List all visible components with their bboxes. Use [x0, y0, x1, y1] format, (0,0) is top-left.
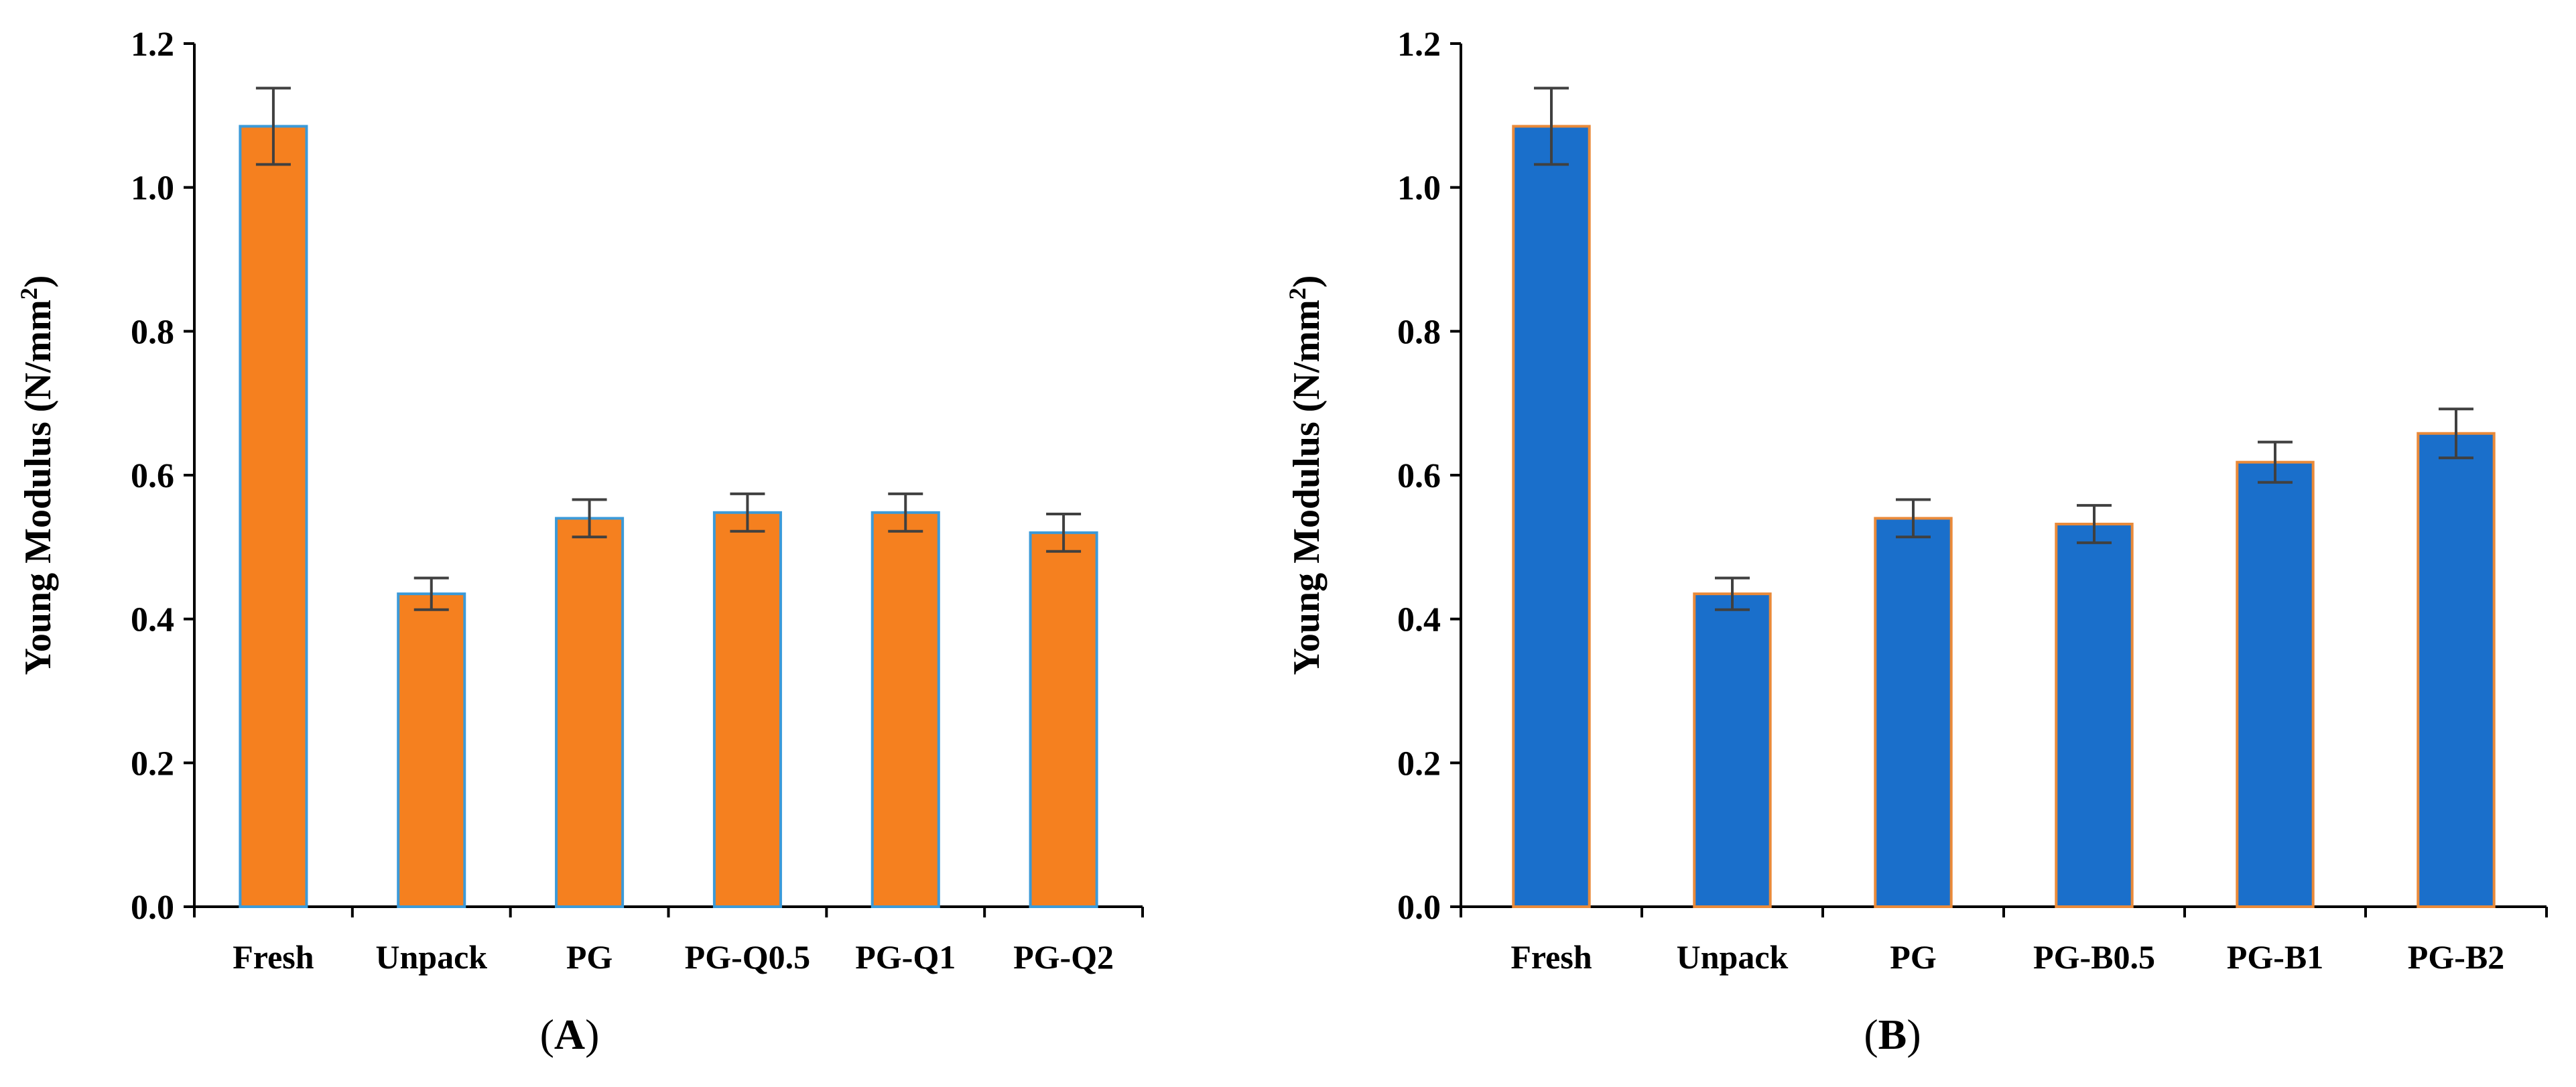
y-tick-label: 0.4 [1397, 601, 1441, 639]
x-tick-label: PG-B2 [2408, 938, 2504, 976]
x-tick-label: Unpack [375, 938, 487, 976]
x-tick-label: PG-Q2 [1013, 938, 1114, 976]
x-tick-label: Unpack [1677, 938, 1789, 976]
x-tick-label: PG-B1 [2227, 938, 2323, 976]
bar-pg-q2 [1029, 531, 1098, 908]
panel-label: (A) [540, 1011, 600, 1058]
panel-label: (B) [1864, 1011, 1921, 1058]
x-tick-label: PG-Q0.5 [685, 938, 810, 976]
chart-panel-a: 0.0 0.2 0.4 0.6 0.8 1.0 1.2 Fresh Unpack PG PG-Q0.… [15, 25, 1144, 1058]
y-axis-title-superscript: 2 [15, 287, 42, 300]
y-tick-label: 0.2 [1397, 745, 1441, 783]
panel-label-close-paren: ) [1907, 1011, 1921, 1058]
bar-unpack [397, 592, 466, 908]
y-axis-title-suffix: ) [1286, 275, 1328, 288]
y-tick-label: 1.2 [1397, 25, 1441, 64]
bar-fresh [1512, 125, 1591, 908]
y-axis-title: Young Modulus (N/mm2) [1284, 275, 1328, 676]
y-axis-title-main: Young Modulus (N/mm [1286, 300, 1328, 675]
panel-label-open-paren: ( [540, 1011, 554, 1058]
x-tick-label: PG-B0.5 [2033, 938, 2155, 976]
y-tick-label: 0.2 [131, 745, 174, 783]
y-tick-label: 0.6 [131, 457, 174, 495]
y-tick-label: 0.0 [131, 889, 174, 927]
panel-label-letter: A [554, 1011, 585, 1058]
y-axis-title-superscript: 2 [1284, 287, 1311, 300]
y-tick-label: 1.0 [1397, 170, 1441, 208]
bar-fresh [239, 125, 308, 908]
bar-pg-b1 [2236, 460, 2315, 908]
bar-unpack [1693, 592, 1772, 908]
x-tick-label: Fresh [1510, 938, 1592, 976]
chart-panel-b: 0.0 0.2 0.4 0.6 0.8 1.0 1.2 Fresh Unpack PG PG-B0.… [1284, 25, 2548, 1058]
y-tick-label: 1.0 [131, 170, 174, 208]
panel-label-close-paren: ) [585, 1011, 599, 1058]
x-tick-label: PG [1890, 938, 1936, 976]
x-tick-label: PG [566, 938, 613, 976]
y-tick-label: 0.8 [131, 313, 174, 351]
y-tick-label: 0.0 [1397, 889, 1441, 927]
bar-pg-q1 [871, 511, 940, 908]
bar-pg [555, 517, 625, 908]
y-tick-label: 1.2 [131, 25, 174, 64]
y-axis-title-suffix: ) [17, 275, 59, 288]
y-tick-label: 0.6 [1397, 457, 1441, 495]
x-tick-label: PG-Q1 [855, 938, 956, 976]
x-tick-label: Fresh [233, 938, 314, 976]
bar-pg [1874, 517, 1953, 908]
panel-label-open-paren: ( [1864, 1011, 1878, 1058]
bar-pg-b0-5 [2055, 522, 2134, 908]
y-tick-label: 0.4 [131, 601, 174, 639]
y-axis-title-main: Young Modulus (N/mm [17, 300, 59, 675]
panel-label-letter: B [1878, 1011, 1907, 1058]
y-axis-title: Young Modulus (N/mm2) [15, 275, 59, 676]
bar-pg-b2 [2417, 432, 2496, 908]
bar-pg-q0-5 [712, 511, 782, 908]
y-tick-label: 0.8 [1397, 313, 1441, 351]
